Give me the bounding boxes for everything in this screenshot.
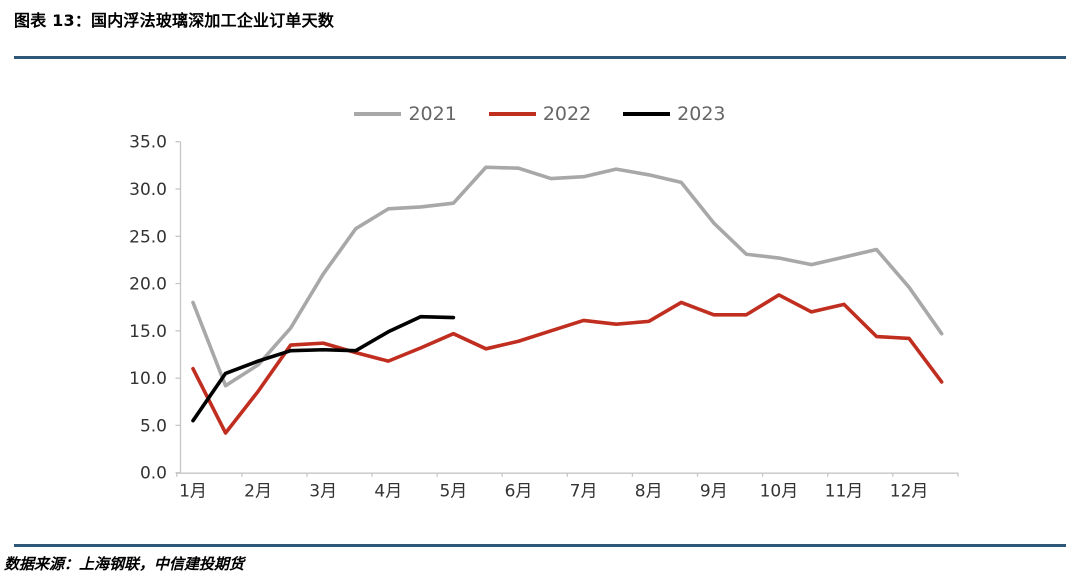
y-axis-label: 10.0 [129,369,167,389]
x-axis-label: 12月 [890,482,929,502]
x-axis-label: 3月 [309,482,337,502]
legend-label-2022: 2022 [542,103,592,125]
legend-line-swatch-2023 [623,112,671,116]
series-2022-line [191,293,944,435]
legend-item-2022: 2022 [488,103,592,125]
x-axis-label: 11月 [825,482,864,502]
x-axis-label: 7月 [570,482,598,502]
y-axis-label: 30.0 [129,180,167,200]
x-axis-label: 2月 [244,482,272,502]
y-axis-label: 5.0 [140,416,167,436]
x-axis-label: 5月 [439,482,467,502]
x-axis-label: 9月 [700,482,728,502]
series-2021-line [191,165,944,388]
legend-line-swatch-2021 [354,112,402,116]
legend-label-2021: 2021 [408,103,457,125]
x-axis-label: 8月 [635,482,663,502]
line-chart: 0.0 5.0 10.0 15.0 20.0 25.0 30.0 35.0 1月 2月 3月 4月 5月… [129,133,959,502]
x-axis-label: 6月 [505,482,533,502]
y-axis-label: 20.0 [129,275,167,295]
series-2023-line [191,314,456,423]
y-axis-label: 35.0 [129,133,167,153]
y-axis-label: 15.0 [129,322,167,342]
x-axis-label: 1月 [179,482,207,502]
legend-item-2021: 2021 [354,103,457,125]
legend-line-swatch-2022 [488,112,536,116]
legend-label-2023: 2023 [677,103,726,125]
x-axis-label: 10月 [760,482,799,502]
top-divider [14,56,1066,59]
chart-legend: 2021 2022 2023 [0,103,1080,125]
x-axis-label: 4月 [374,482,402,502]
bottom-divider [14,544,1066,547]
legend-item-2023: 2023 [623,103,726,125]
data-source: 数据来源：上海钢联，中信建投期货 [4,555,245,573]
y-axis-label: 0.0 [140,464,167,484]
figure-title: 图表 13：国内浮法玻璃深加工企业订单天数 [14,11,335,30]
y-axis-label: 25.0 [129,227,167,247]
